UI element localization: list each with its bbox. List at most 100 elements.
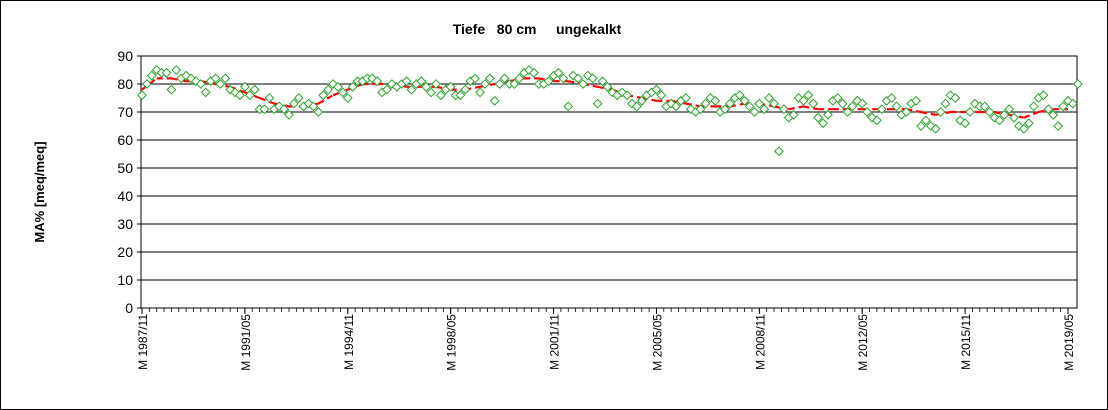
- data-point: [837, 98, 848, 109]
- data-point: [725, 98, 735, 109]
- data-point: [847, 101, 858, 112]
- data-point: [161, 67, 172, 78]
- data-point: [333, 81, 343, 92]
- data-point: [401, 76, 412, 87]
- x-tick-label: M 2019/05: [1062, 314, 1076, 371]
- data-point: [945, 90, 956, 101]
- data-point: [774, 146, 784, 157]
- data-point: [200, 87, 211, 98]
- data-point: [778, 104, 789, 115]
- data-point: [979, 101, 990, 112]
- data-point: [1018, 123, 1029, 134]
- data-point: [872, 115, 882, 126]
- data-point: [1023, 118, 1034, 129]
- data-point: [916, 121, 926, 131]
- data-point: [435, 90, 446, 101]
- data-point: [666, 98, 677, 109]
- data-point: [137, 90, 147, 101]
- data-point: [558, 73, 569, 84]
- data-point: [587, 73, 598, 84]
- data-point: [195, 79, 206, 89]
- data-point: [989, 112, 1000, 123]
- data-point: [734, 90, 745, 101]
- data-point: [494, 79, 505, 89]
- gridlines: [140, 55, 1078, 309]
- data-point: [1067, 98, 1078, 109]
- data-point: [764, 93, 775, 103]
- data-point: [284, 109, 294, 120]
- data-point: [769, 98, 779, 109]
- x-tick-label: M 1987/11: [136, 314, 150, 370]
- data-point: [1058, 101, 1069, 112]
- data-point: [602, 81, 613, 92]
- data-point: [1028, 101, 1039, 112]
- data-point: [960, 118, 971, 129]
- data-point: [484, 73, 495, 84]
- data-point: [445, 81, 456, 92]
- data-point: [862, 107, 873, 117]
- data-point: [950, 93, 961, 103]
- data-point: [754, 98, 765, 109]
- data-point: [656, 90, 667, 101]
- x-tick-label: M 2005/05: [650, 314, 664, 371]
- data-point: [431, 79, 441, 89]
- data-point: [671, 101, 681, 112]
- x-tick-label: M 1994/11: [342, 314, 356, 370]
- x-axis: M 1987/11 M 1991/05 M 1994/11 M 1998/05 M 20…: [136, 308, 1076, 371]
- data-point: [323, 84, 334, 95]
- data-point: [337, 87, 348, 98]
- data-point: [249, 84, 260, 95]
- data-point: [1014, 121, 1024, 131]
- data-point: [578, 79, 588, 89]
- data-point: [935, 107, 946, 117]
- data-point: [293, 93, 304, 103]
- data-point: [597, 76, 608, 87]
- data-point: [489, 95, 500, 106]
- data-points: [137, 65, 1083, 157]
- trend-segment: [141, 77, 158, 91]
- data-point: [739, 95, 750, 106]
- data-point: [680, 93, 691, 103]
- data-point: [313, 107, 324, 117]
- data-point: [1038, 90, 1049, 101]
- data-point: [994, 115, 1005, 126]
- data-point: [955, 115, 966, 126]
- data-point: [651, 84, 662, 95]
- data-point: [146, 70, 157, 81]
- data-point: [563, 101, 574, 112]
- data-point: [685, 104, 696, 115]
- data-point: [573, 73, 583, 84]
- data-point: [166, 84, 177, 95]
- data-point: [1043, 104, 1054, 115]
- y-tick-label: 40: [117, 188, 133, 204]
- trend-segment: [317, 94, 334, 105]
- data-point: [308, 101, 319, 112]
- data-point: [710, 95, 721, 106]
- data-point: [460, 84, 471, 95]
- data-point: [876, 104, 887, 115]
- y-tick-label: 80: [117, 76, 133, 92]
- trend-segment: [920, 110, 936, 116]
- data-point: [475, 87, 485, 98]
- trend-segment: [259, 96, 275, 105]
- trend-segment: [1023, 110, 1039, 119]
- data-point: [215, 79, 226, 89]
- data-point: [582, 70, 593, 81]
- data-point: [940, 98, 951, 109]
- data-point: [220, 73, 231, 84]
- data-point: [720, 104, 730, 115]
- data-point: [529, 67, 539, 78]
- trend-segment: [685, 102, 701, 108]
- y-axis: 0 10 20 30 40 50 60 70 80 90: [117, 48, 141, 316]
- x-tick-label: M 2015/11: [959, 314, 973, 370]
- data-point: [636, 95, 647, 106]
- data-point: [798, 95, 809, 106]
- data-point: [930, 123, 941, 134]
- data-point: [244, 90, 255, 101]
- data-point: [141, 79, 152, 89]
- data-point: [700, 98, 711, 109]
- data-point: [631, 101, 642, 112]
- data-point: [818, 118, 828, 129]
- data-point: [592, 98, 603, 109]
